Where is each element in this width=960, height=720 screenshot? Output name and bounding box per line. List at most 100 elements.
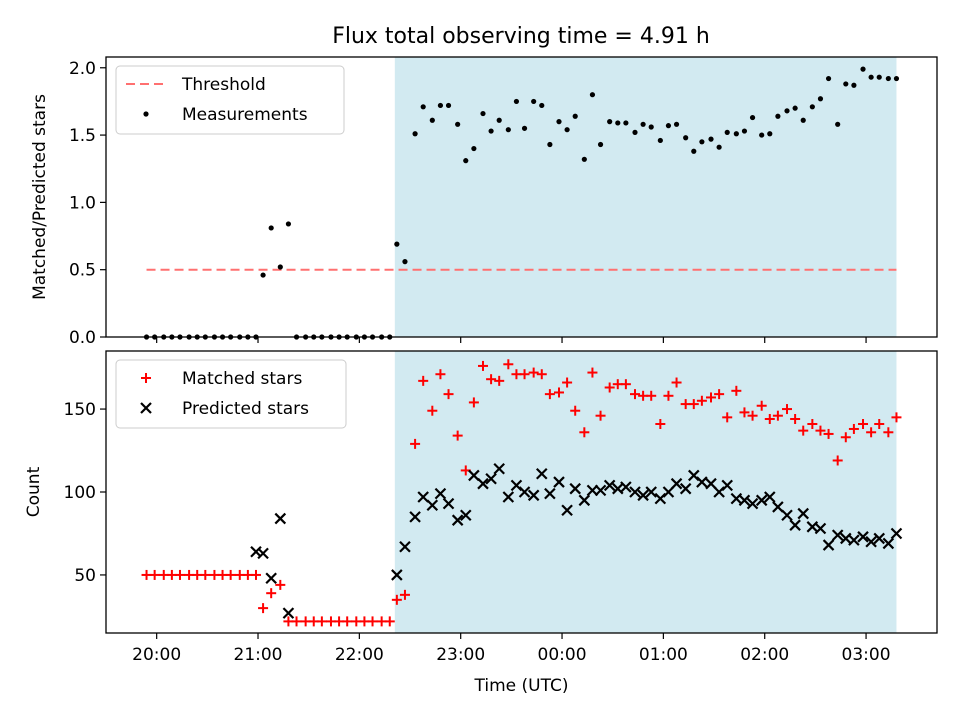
legend: Matched stars Predicted stars xyxy=(115,359,347,429)
matched-star-marker xyxy=(696,395,707,406)
predicted-star-marker xyxy=(451,514,464,526)
matched-star-marker xyxy=(200,569,211,580)
predicted-star-marker xyxy=(518,486,531,498)
measurement-point xyxy=(749,114,756,121)
measurement-point xyxy=(868,74,874,80)
predicted-star-marker xyxy=(890,527,903,540)
predicted-star-marker xyxy=(535,467,548,480)
matched-star-marker xyxy=(174,569,185,580)
measurement-point xyxy=(513,98,520,105)
measurement-point xyxy=(260,272,266,278)
predicted-star-marker xyxy=(468,469,480,482)
matched-star-marker xyxy=(655,418,666,429)
matched-star-marker xyxy=(604,382,615,393)
predicted-star-marker xyxy=(755,494,768,507)
predicted-star-marker xyxy=(250,545,262,558)
y-tick-label: 150 xyxy=(64,400,96,420)
predicted-star-marker xyxy=(553,476,565,488)
predicted-star-marker xyxy=(645,486,657,498)
measurement-point xyxy=(277,264,283,270)
matched-star-marker xyxy=(731,385,742,396)
predicted-star-marker xyxy=(857,531,869,543)
matched-star-marker xyxy=(342,616,353,627)
predicted-star-marker xyxy=(493,462,505,475)
measurement-point xyxy=(402,259,408,265)
measurement-point xyxy=(699,139,705,145)
matched-star-marker xyxy=(688,399,699,410)
x-tick-label: 01:00 xyxy=(639,645,688,665)
matched-star-marker xyxy=(714,389,725,400)
predicted-star-marker xyxy=(781,509,793,522)
x-tick-label: 20:00 xyxy=(132,645,181,665)
predicted-star-marker xyxy=(873,532,886,545)
predicted-star-marker xyxy=(399,540,411,553)
data-points xyxy=(143,66,900,340)
predicted-star-marker xyxy=(417,491,429,503)
predicted-star-marker xyxy=(282,607,295,619)
predicted-star-marker xyxy=(797,507,810,520)
predicted-star-marker xyxy=(502,491,515,503)
legend-box xyxy=(115,359,347,429)
matched-star-marker xyxy=(823,428,834,439)
matched-star-marker xyxy=(891,412,902,423)
matched-star-marker xyxy=(503,359,514,370)
matched-star-marker xyxy=(832,455,843,466)
matched-star-marker xyxy=(630,389,641,400)
measurement-point xyxy=(825,75,832,82)
measurement-point xyxy=(480,110,486,117)
matched-star-marker xyxy=(739,407,750,418)
matched-star-marker xyxy=(570,405,581,416)
measurement-point xyxy=(623,120,629,126)
measurement-point xyxy=(496,117,502,123)
measurement-point xyxy=(724,129,730,135)
measurement-point xyxy=(893,75,900,82)
predicted-star-marker xyxy=(434,487,447,500)
matched-star-marker xyxy=(291,616,302,627)
matched-star-marker xyxy=(266,588,277,599)
predicted-star-marker xyxy=(477,477,489,490)
y-tick-label: 1.0 xyxy=(69,193,96,213)
legend-label: Matched stars xyxy=(182,369,302,389)
measurement-point xyxy=(851,82,857,88)
data-points xyxy=(141,359,903,627)
predicted-star-marker xyxy=(814,522,827,535)
measurement-point xyxy=(445,102,452,109)
measurement-point xyxy=(708,136,714,142)
matched-star-marker xyxy=(764,414,775,425)
x-tick-label: 22:00 xyxy=(335,645,384,665)
measurement-point xyxy=(775,113,781,119)
matched-star-marker xyxy=(519,369,530,380)
predicted-star-marker xyxy=(670,477,683,490)
y-tick-label: 100 xyxy=(64,483,96,503)
predicted-star-marker xyxy=(738,494,751,507)
predicted-star-marker xyxy=(882,537,895,550)
legend: Threshold Measurements xyxy=(115,65,345,135)
y-tick-label: 50 xyxy=(74,566,96,586)
matched-star-marker xyxy=(798,425,809,436)
predicted-star-marker xyxy=(274,512,287,525)
matched-star-marker xyxy=(790,414,801,425)
matched-star-marker xyxy=(427,405,438,416)
measurement-point xyxy=(716,144,722,150)
matched-star-marker xyxy=(553,387,564,398)
legend-measurement-swatch xyxy=(143,111,149,117)
measurement-point xyxy=(429,117,435,123)
measurement-point xyxy=(394,241,400,247)
legend-label: Predicted stars xyxy=(182,399,309,419)
measurement-point xyxy=(412,131,418,137)
matched-star-marker xyxy=(620,379,631,390)
matched-star-marker xyxy=(595,410,606,421)
predicted-star-marker xyxy=(603,479,616,492)
matched-star-marker xyxy=(722,412,733,423)
measurement-point xyxy=(556,119,562,125)
matched-star-marker xyxy=(772,410,783,421)
matched-star-marker xyxy=(410,438,421,449)
matched-star-marker xyxy=(384,616,395,627)
legend-predicted-swatch xyxy=(140,402,152,414)
matched-star-marker xyxy=(435,369,446,380)
matched-star-marker xyxy=(858,418,869,429)
x-tick-label: 21:00 xyxy=(234,645,283,665)
matched-star-marker xyxy=(443,389,454,400)
measurement-point xyxy=(437,102,444,109)
predicted-star-marker xyxy=(629,486,641,498)
